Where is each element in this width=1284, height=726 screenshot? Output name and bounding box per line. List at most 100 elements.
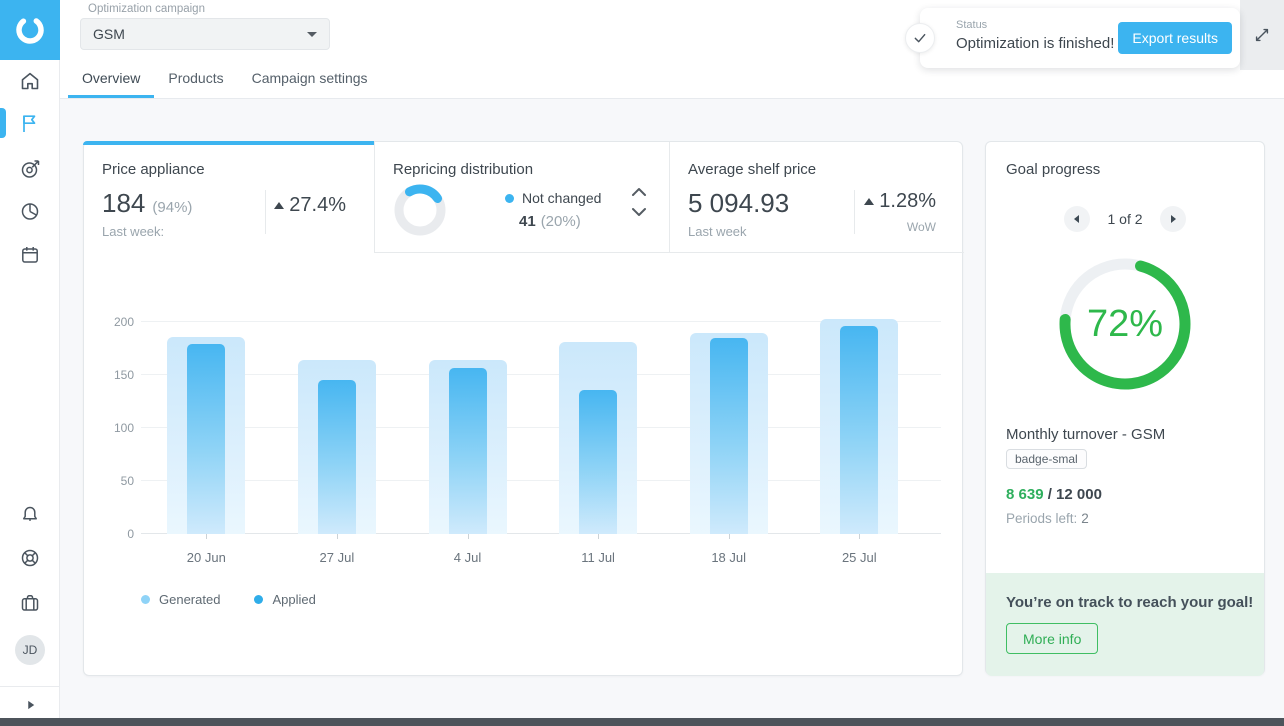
more-info-button[interactable]: More info <box>1006 623 1099 654</box>
x-axis-label: 18 Jul <box>711 550 747 565</box>
y-axis-tick-label: 150 <box>113 368 134 382</box>
gridline <box>141 321 941 322</box>
legend-dot <box>505 193 514 203</box>
stat-value: 5 094.93 <box>688 188 790 218</box>
goal-pager: 1 of 2 <box>986 206 1264 232</box>
sidebar: JD <box>0 0 60 718</box>
campaign-select-label: Optimization campaign <box>88 3 205 15</box>
y-axis-tick-label: 200 <box>113 315 134 329</box>
chart-legend: Generated Applied <box>141 592 316 607</box>
gridline <box>141 374 941 375</box>
fullscreen-toggle[interactable] <box>1240 0 1284 70</box>
help-lifebuoy-icon[interactable] <box>18 546 42 570</box>
y-axis-tick-label: 0 <box>127 527 134 541</box>
bottom-bar <box>0 718 1284 726</box>
stat-title: Average shelf price <box>688 161 817 178</box>
stat-delta-caption: WoW <box>906 220 936 234</box>
goal-pager-text: 1 of 2 <box>1107 211 1143 227</box>
briefcase-icon[interactable] <box>18 591 42 615</box>
triangle-left-icon <box>1074 215 1080 223</box>
stat-title: Repricing distribution <box>393 161 534 178</box>
x-axis-label: 4 Jul <box>453 550 482 565</box>
tab-overview[interactable]: Overview <box>68 60 155 98</box>
divider <box>854 190 855 234</box>
stat-delta: 27.4% <box>274 194 346 217</box>
stat-value: 184 <box>102 188 146 218</box>
bar-applied[interactable] <box>187 344 226 534</box>
x-axis-tick <box>859 534 861 539</box>
y-axis-tick-label: 50 <box>120 474 134 488</box>
x-axis-tick <box>598 534 600 539</box>
chevron-up-icon[interactable] <box>631 186 647 198</box>
tab-campaign-settings[interactable]: Campaign settings <box>251 69 368 86</box>
goal-progress-ring: 72% <box>1055 254 1195 394</box>
goal-title: Goal progress <box>1006 161 1101 178</box>
flag-icon[interactable] <box>18 111 42 135</box>
stat-tabs-row: Price appliance 184 (94%) Last week: 27.… <box>83 141 964 253</box>
repricing-legend-label: Not changed <box>522 190 602 206</box>
next-goal-button[interactable] <box>1159 206 1186 232</box>
campaign-select[interactable]: GSM <box>80 18 330 50</box>
tab-bar: Overview Products Campaign settings <box>60 60 1284 99</box>
stat-tab-price-appliance[interactable]: Price appliance 184 (94%) Last week: 27.… <box>83 141 374 253</box>
status-label: Status <box>956 19 988 31</box>
sidebar-active-indicator <box>0 108 6 138</box>
bar-applied[interactable] <box>448 367 487 534</box>
goal-target-icon[interactable] <box>18 157 42 181</box>
notifications-bell-icon[interactable] <box>18 503 42 527</box>
legend-item-generated[interactable]: Generated <box>141 592 220 607</box>
expand-arrows-icon <box>1255 28 1269 42</box>
export-results-button[interactable]: Export results <box>1118 22 1232 54</box>
sidebar-expand-icon[interactable] <box>20 694 44 718</box>
x-axis-tick <box>728 534 730 539</box>
goal-periods-left: Periods left: 2 <box>1006 511 1089 526</box>
bar-applied[interactable] <box>709 337 748 534</box>
x-axis-label: 20 Jun <box>186 550 226 565</box>
x-axis-tick <box>206 534 208 539</box>
gridline <box>141 533 941 534</box>
stat-title: Price appliance <box>102 161 205 178</box>
bar-applied[interactable] <box>840 326 879 534</box>
legend-label: Generated <box>159 592 221 607</box>
chevron-down-icon[interactable] <box>631 206 647 218</box>
goal-progress-numbers: 8 639 / 12 000 <box>1006 486 1102 503</box>
campaign-select-value: GSM <box>93 26 125 42</box>
calendar-icon[interactable] <box>18 243 42 267</box>
goal-ring-arc <box>1059 258 1191 390</box>
x-axis-tick <box>467 534 469 539</box>
legend-dot <box>141 595 150 604</box>
stat-caption: Last week <box>688 224 747 239</box>
bar-applied[interactable] <box>317 380 356 534</box>
goal-metric-title: Monthly turnover - GSM <box>1006 426 1166 443</box>
bar-applied[interactable] <box>579 389 618 534</box>
goal-banner-text: You’re on track to reach your goal! <box>1006 594 1254 611</box>
goal-progress-card: Goal progress 1 of 2 72% Monthly turnove… <box>985 141 1265 676</box>
triangle-right-icon <box>1170 215 1176 223</box>
x-axis-label: 11 Jul <box>581 550 615 565</box>
y-axis-tick-label: 100 <box>113 421 134 435</box>
chevron-down-icon <box>307 31 317 37</box>
stat-tab-repricing-distribution[interactable]: Repricing distribution Not changed 41 (20… <box>374 142 669 253</box>
legend-item-applied[interactable]: Applied <box>254 592 316 607</box>
bar-plot: 0 50 100 150 200 20 Jun 27 Jul 4 Jul 11 Jul 18 Ju… <box>114 315 941 565</box>
status-card: Status Optimization is finished! Export … <box>905 8 1240 68</box>
tab-products[interactable]: Products <box>168 69 224 86</box>
stat-caption: Last week: <box>102 224 165 239</box>
goal-banner: You’re on track to reach your goal! More… <box>986 573 1264 676</box>
stat-delta: 1.28% <box>864 190 936 213</box>
x-axis-label: 27 Jul <box>319 550 355 565</box>
app-logo[interactable] <box>0 0 60 60</box>
divider <box>265 190 266 234</box>
legend-dot <box>254 595 264 604</box>
home-icon[interactable] <box>18 69 42 93</box>
sidebar-divider <box>0 686 60 687</box>
x-axis-label: 25 Jul <box>841 550 877 565</box>
repricing-donut-arc <box>394 184 446 236</box>
triangle-up-icon <box>274 202 285 209</box>
prev-goal-button[interactable] <box>1064 206 1091 232</box>
stat-tab-average-shelf-price[interactable]: Average shelf price 5 094.93 Last week 1… <box>669 142 964 253</box>
user-avatar[interactable]: JD <box>15 635 45 665</box>
goal-percent: 72% <box>1086 302 1164 345</box>
pie-chart-icon[interactable] <box>18 199 42 223</box>
